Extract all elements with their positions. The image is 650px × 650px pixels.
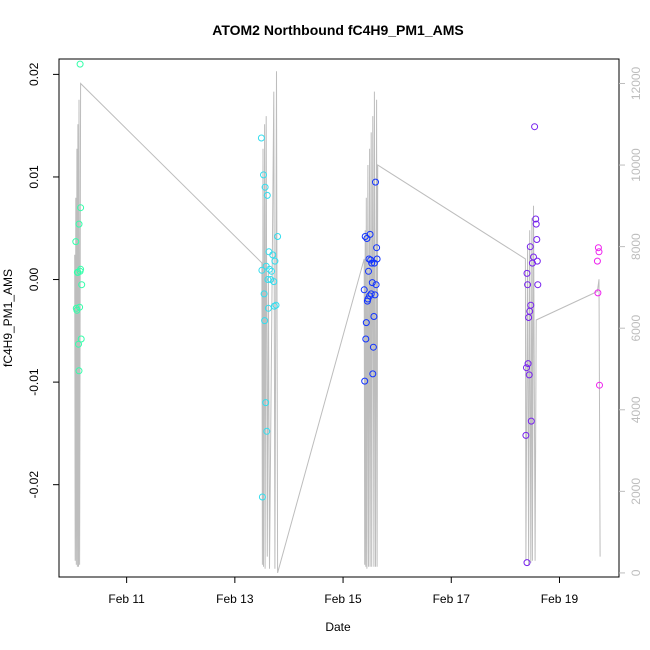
plot-frame bbox=[58, 58, 620, 578]
data-point bbox=[369, 343, 377, 351]
data-point bbox=[367, 290, 375, 298]
data-point bbox=[258, 266, 266, 274]
y-tick-label: 0.01 bbox=[27, 165, 41, 189]
x-tick-label: Feb 15 bbox=[324, 592, 362, 606]
data-point bbox=[271, 257, 279, 265]
data-point bbox=[594, 289, 602, 297]
y2-tick-label: 12000 bbox=[629, 66, 643, 100]
data-point bbox=[372, 281, 380, 289]
data-point bbox=[527, 417, 535, 425]
data-point bbox=[371, 291, 379, 299]
data-point bbox=[362, 319, 370, 327]
data-point bbox=[268, 267, 276, 275]
y-tick-label: -0.01 bbox=[27, 368, 41, 396]
data-point bbox=[263, 191, 271, 199]
data-point bbox=[261, 183, 269, 191]
x-axis-label: Date bbox=[325, 620, 351, 634]
data-point bbox=[527, 301, 535, 309]
data-point bbox=[78, 281, 86, 289]
data-point bbox=[596, 381, 603, 389]
data-point bbox=[530, 253, 537, 261]
x-tick-label: Feb 19 bbox=[541, 592, 579, 606]
data-point bbox=[362, 335, 370, 343]
data-point bbox=[365, 267, 372, 275]
data-point bbox=[373, 244, 381, 252]
data-point bbox=[370, 313, 378, 320]
data-point bbox=[531, 123, 539, 131]
data-point bbox=[262, 399, 270, 407]
data-point bbox=[523, 269, 531, 277]
y2-tick-label: 8000 bbox=[629, 233, 643, 260]
data-point bbox=[368, 259, 376, 267]
data-point bbox=[533, 257, 541, 265]
data-point bbox=[258, 493, 266, 501]
data-point bbox=[534, 281, 542, 289]
data-point bbox=[524, 360, 532, 368]
data-point bbox=[75, 367, 83, 375]
y2-tick-label: 2000 bbox=[629, 478, 643, 505]
data-point bbox=[361, 377, 369, 385]
data-point bbox=[525, 371, 533, 379]
plot-area: -0.02 -0.01 0.00 0.01 0.02 0 2000 4000 6000 8000 1… bbox=[27, 58, 643, 606]
y2-tick-label: 0 bbox=[629, 569, 643, 576]
data-point bbox=[76, 60, 84, 68]
y-tick-label: -0.02 bbox=[27, 471, 41, 499]
data-point bbox=[372, 178, 379, 186]
chart-title: ATOM2 Northbound fC4H9_PM1_AMS bbox=[212, 22, 464, 38]
data-point bbox=[360, 286, 368, 294]
x-tick-label: Feb 13 bbox=[216, 592, 254, 606]
data-point bbox=[269, 251, 277, 259]
data-point bbox=[77, 204, 85, 212]
data-point bbox=[270, 278, 278, 286]
data-point bbox=[368, 279, 376, 287]
data-point bbox=[522, 431, 530, 439]
data-point bbox=[532, 220, 540, 228]
data-point bbox=[524, 281, 532, 289]
x-tick-label: Feb 17 bbox=[433, 592, 471, 606]
y-tick-label: 0.02 bbox=[27, 62, 41, 86]
y2-tick-label: 6000 bbox=[629, 315, 643, 342]
data-point bbox=[260, 171, 267, 179]
data-point bbox=[77, 265, 85, 273]
data-point bbox=[366, 230, 374, 238]
data-point bbox=[532, 215, 540, 223]
data-point bbox=[526, 243, 534, 251]
data-point bbox=[75, 220, 83, 228]
data-point bbox=[373, 255, 381, 263]
y-axis-label: fC4H9_PM1_AMS bbox=[1, 269, 15, 367]
data-point bbox=[272, 301, 280, 309]
data-point bbox=[266, 265, 273, 273]
data-point bbox=[523, 364, 530, 372]
data-point bbox=[76, 303, 84, 311]
data-point bbox=[257, 134, 265, 142]
data-point bbox=[523, 559, 531, 567]
data-point bbox=[594, 244, 602, 252]
data-point bbox=[595, 248, 603, 256]
data-point bbox=[260, 290, 268, 298]
data-point bbox=[369, 370, 377, 378]
data-point bbox=[533, 236, 541, 243]
data-point bbox=[263, 427, 271, 435]
data-point bbox=[274, 233, 282, 240]
data-point bbox=[261, 317, 269, 325]
data-point bbox=[77, 335, 85, 343]
data-point bbox=[270, 302, 278, 310]
x-tick-label: Feb 11 bbox=[108, 592, 145, 606]
data-point bbox=[72, 238, 80, 246]
data-point bbox=[264, 276, 272, 283]
y2-tick-label: 10000 bbox=[629, 148, 643, 182]
altitude-trace-line bbox=[74, 71, 601, 574]
y2-tick-label: 4000 bbox=[629, 396, 643, 423]
y-tick-label: 0.00 bbox=[27, 268, 41, 292]
data-point bbox=[593, 257, 601, 265]
data-point bbox=[264, 304, 272, 312]
